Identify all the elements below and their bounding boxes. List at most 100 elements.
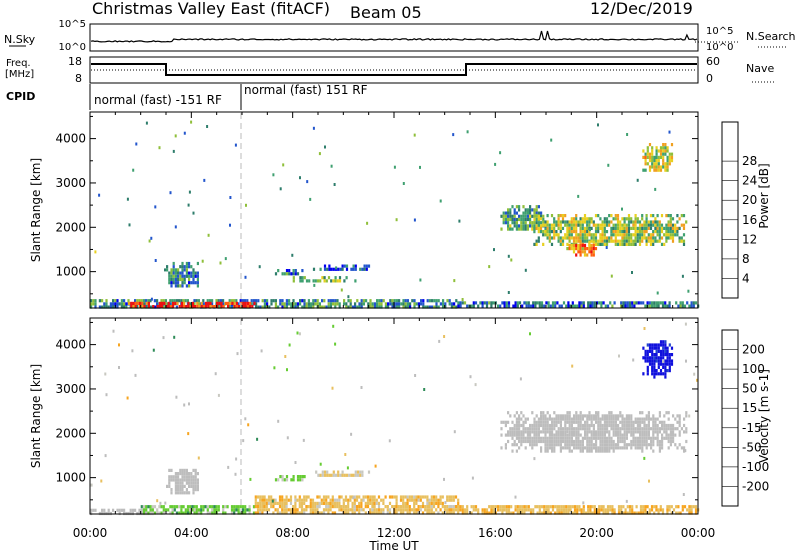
velocity-cell bbox=[183, 475, 186, 479]
power-echo bbox=[258, 265, 261, 269]
velocity-cell bbox=[316, 508, 319, 512]
velocity-cell bbox=[595, 414, 598, 418]
power-cell bbox=[490, 304, 493, 308]
velocity-cell bbox=[172, 478, 175, 482]
y-tick-label: 4000 bbox=[55, 338, 86, 352]
power-cell bbox=[674, 226, 677, 230]
freq-tick-top: 18 bbox=[68, 55, 82, 68]
velocity-cell bbox=[329, 508, 332, 512]
velocity-cell bbox=[196, 484, 199, 488]
velocity-cell bbox=[642, 356, 645, 360]
power-cell bbox=[205, 301, 208, 305]
power-echo bbox=[187, 203, 190, 207]
velocity-cell bbox=[340, 508, 343, 512]
power-cell bbox=[356, 305, 359, 309]
power-cell bbox=[292, 269, 295, 273]
velocity-cell bbox=[557, 427, 560, 431]
power-cell bbox=[614, 230, 617, 234]
power-cell bbox=[648, 304, 651, 308]
velocity-cell bbox=[259, 498, 262, 502]
velocity-cell bbox=[562, 446, 565, 450]
power-cell bbox=[511, 217, 514, 222]
velocity-cell bbox=[612, 449, 615, 453]
velocity-cell bbox=[620, 511, 623, 515]
velocity-cell bbox=[408, 511, 411, 515]
power-cell bbox=[338, 305, 341, 309]
power-cell bbox=[290, 272, 293, 276]
power-cell bbox=[483, 301, 486, 305]
velocity-cell bbox=[443, 508, 447, 512]
velocity-cell bbox=[645, 439, 648, 444]
power-cell bbox=[676, 230, 679, 234]
velocity-cell bbox=[511, 443, 514, 447]
power-cell bbox=[257, 305, 260, 309]
power-cell bbox=[426, 299, 429, 303]
power-cell bbox=[168, 271, 171, 275]
velocity-cell bbox=[652, 417, 655, 421]
power-cell bbox=[630, 220, 633, 224]
velocity-cell bbox=[507, 505, 511, 509]
velocity-cell bbox=[439, 495, 442, 499]
power-cell bbox=[652, 242, 655, 246]
power-cell bbox=[594, 239, 598, 243]
power-region bbox=[500, 205, 547, 231]
power-cell bbox=[601, 233, 604, 237]
power-cell bbox=[259, 305, 262, 309]
velocity-cell bbox=[200, 508, 203, 512]
power-cell bbox=[612, 230, 615, 234]
velocity-cell bbox=[281, 475, 284, 479]
velocity-cell bbox=[662, 356, 665, 360]
velocity-cell bbox=[644, 353, 647, 357]
velocity-cell bbox=[426, 498, 429, 502]
y-tick-label: 1000 bbox=[55, 265, 86, 279]
power-cell bbox=[608, 236, 611, 240]
velocity-cell bbox=[579, 446, 582, 450]
power-cell bbox=[546, 220, 549, 224]
power-cell bbox=[249, 305, 252, 309]
velocity-cell bbox=[540, 446, 543, 450]
velocity-cell bbox=[147, 505, 150, 509]
velocity-cell bbox=[551, 420, 554, 424]
power-cell bbox=[513, 217, 516, 222]
velocity-echo bbox=[582, 501, 585, 505]
power-cell bbox=[547, 301, 550, 305]
power-cell bbox=[299, 276, 302, 280]
velocity-cell bbox=[584, 414, 587, 418]
power-cell bbox=[647, 233, 650, 237]
power-echo bbox=[493, 248, 495, 252]
power-cell bbox=[139, 305, 142, 309]
velocity-cell bbox=[597, 420, 600, 424]
power-cell bbox=[671, 217, 675, 221]
power-cell bbox=[616, 233, 620, 237]
power-cell bbox=[365, 267, 368, 271]
power-cell bbox=[192, 277, 195, 282]
power-cell bbox=[274, 305, 277, 309]
velocity-cell bbox=[628, 414, 631, 418]
velocity-cell bbox=[511, 433, 514, 437]
velocity-cell bbox=[513, 433, 516, 437]
power-cell bbox=[522, 211, 525, 215]
power-cell bbox=[158, 301, 161, 305]
velocity-cell bbox=[589, 508, 592, 512]
power-cell bbox=[535, 211, 538, 215]
power-echo bbox=[132, 168, 135, 172]
power-cell bbox=[233, 305, 236, 309]
power-cell bbox=[550, 242, 554, 246]
power-cell bbox=[182, 299, 185, 303]
power-cell bbox=[132, 305, 135, 309]
velocity-cell bbox=[562, 433, 565, 437]
velocity-echo bbox=[331, 386, 334, 390]
power-cell bbox=[116, 305, 119, 309]
velocity-cell bbox=[557, 433, 560, 437]
velocity-cell bbox=[623, 420, 626, 424]
velocity-cell bbox=[570, 417, 573, 421]
velocity-cell bbox=[661, 511, 665, 515]
velocity-cell bbox=[274, 478, 278, 482]
power-cell bbox=[546, 214, 549, 218]
velocity-cell bbox=[643, 417, 646, 421]
power-cell bbox=[188, 271, 191, 275]
velocity-cell bbox=[156, 511, 159, 515]
power-cell bbox=[215, 299, 218, 303]
power-cell bbox=[296, 305, 299, 309]
power-cell bbox=[540, 211, 543, 215]
